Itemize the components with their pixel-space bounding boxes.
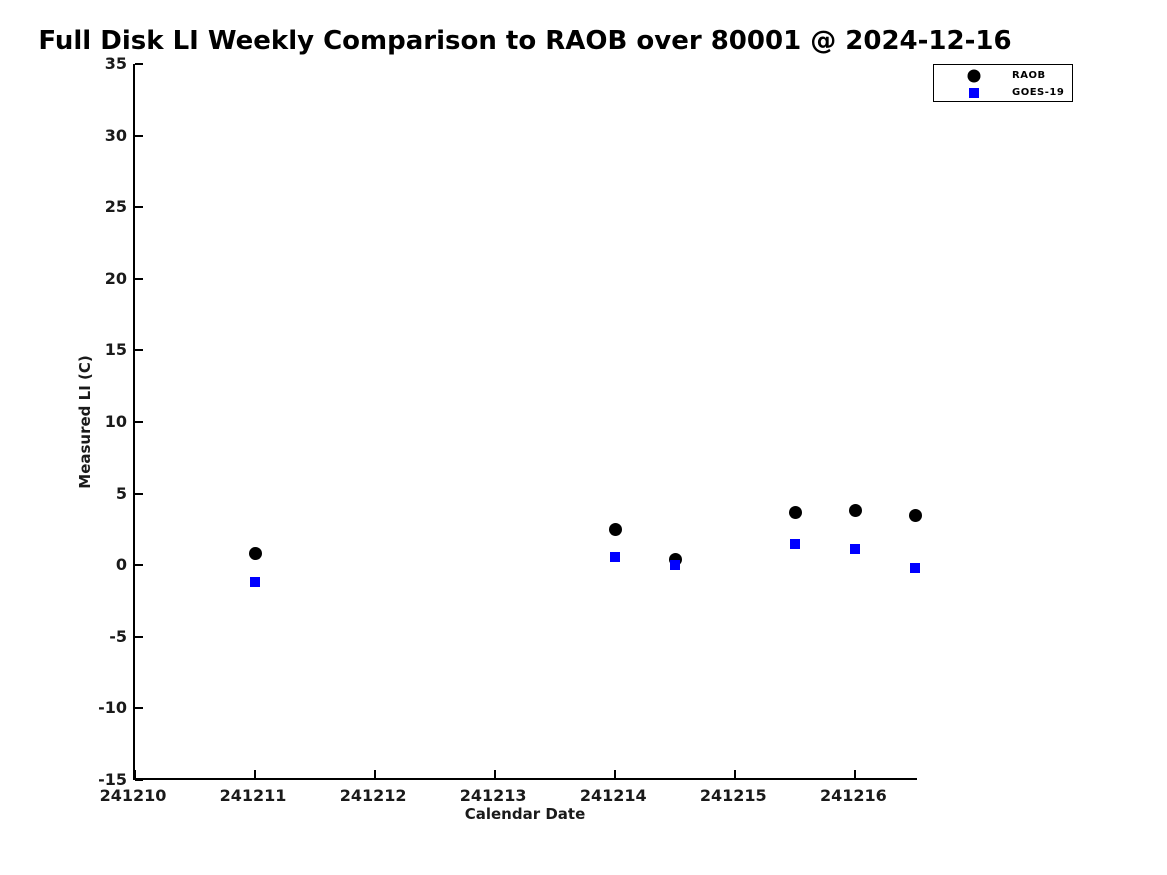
x-tick-label: 241212 [339,786,407,805]
data-points-layer [135,64,922,778]
y-tick-label: 15 [104,340,127,360]
legend: RAOB GOES-19 [933,64,1073,102]
x-tick-mark [494,770,497,778]
x-tick-mark [374,770,377,778]
legend-label-goes19: GOES-19 [1012,87,1065,98]
goes-19-data-point [850,544,861,555]
y-tick-label: 25 [104,197,127,217]
y-tick-label: -5 [109,626,127,646]
legend-label-raob: RAOB [1012,70,1046,81]
y-tick-label: -15 [98,770,127,789]
x-tick-label: 241210 [99,786,167,805]
y-tick-mark [135,349,143,352]
x-tick-label: 241213 [459,786,527,805]
raob-data-point [788,505,802,519]
y-tick-label: -10 [98,698,127,718]
y-tick-mark [135,134,143,137]
raob-data-point [248,547,262,561]
goes19-square-marker-icon [969,87,979,98]
plot-area [133,63,922,781]
x-tick-mark [254,770,257,778]
x-axis-label: Calendar Date [464,805,586,823]
y-tick-label: 0 [115,555,127,575]
raob-data-point [848,504,862,518]
y-tick-mark [135,63,143,65]
goes-19-data-point [250,577,261,588]
y-tick-label: 30 [104,125,127,145]
y-tick-label: 5 [115,483,127,503]
legend-item-raob: RAOB [934,67,1072,84]
y-tick-mark [135,277,143,280]
y-tick-mark [135,779,143,781]
y-tick-mark [135,635,143,638]
axis-ticks [134,63,917,781]
x-tick-label: 241214 [579,786,647,805]
y-tick-mark [135,492,143,495]
chart-title: Full Disk LI Weekly Comparison to RAOB o… [38,26,1012,56]
raob-data-point [908,508,922,522]
x-tick-label: 241211 [219,786,287,805]
goes-19-data-point [910,563,921,574]
legend-item-goes19: GOES-19 [934,84,1072,101]
raob-circle-marker-icon [967,69,981,82]
y-tick-mark [135,421,143,423]
x-tick-mark [734,770,737,778]
y-tick-mark [135,707,143,710]
raob-data-point [608,522,622,536]
x-tick-label: 241216 [819,786,887,805]
goes-19-data-point [610,551,621,562]
y-tick-label: 35 [104,54,127,73]
y-tick-mark [135,564,143,567]
x-tick-mark [134,770,136,778]
y-tick-label: 20 [104,268,127,288]
goes-19-data-point [790,538,801,549]
goes-19-data-point [670,560,681,571]
x-tick-mark [854,770,857,778]
x-tick-label: 241215 [699,786,767,805]
y-tick-mark [135,206,143,209]
x-tick-mark [614,770,617,778]
y-tick-label: 10 [104,412,127,431]
